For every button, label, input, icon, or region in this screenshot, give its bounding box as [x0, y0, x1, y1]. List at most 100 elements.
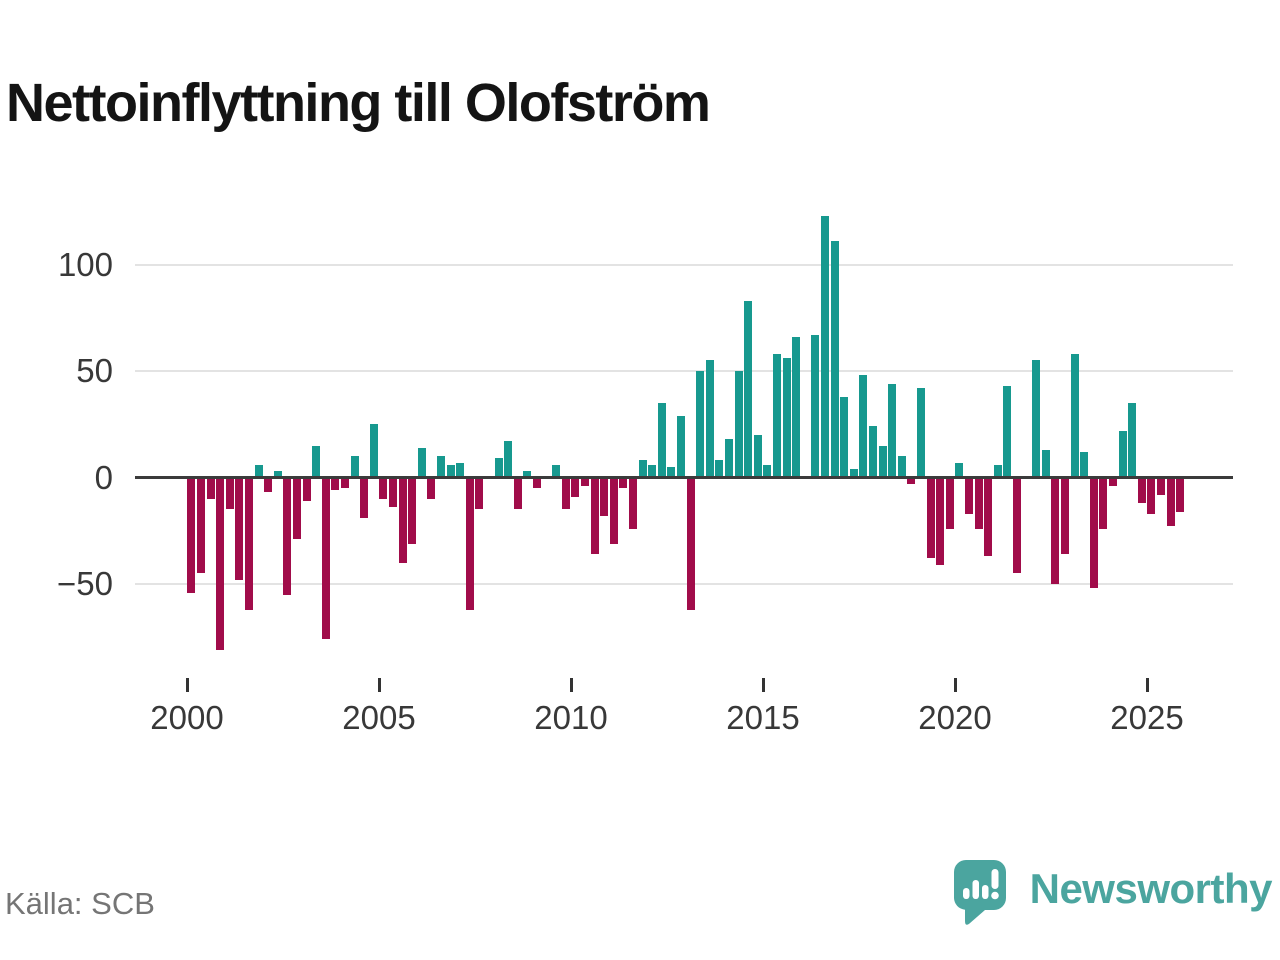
- source-caption: Källa: SCB: [5, 886, 155, 921]
- bar-2012-q2: [657, 402, 666, 478]
- bar-2024-q2: [1118, 430, 1127, 478]
- bar-2002-q3: [283, 477, 292, 595]
- bar-2010-q1: [571, 477, 580, 497]
- bar-2020-q2: [964, 477, 973, 514]
- bar-2014-q2: [734, 371, 743, 478]
- speech-bubble-shape: [953, 860, 1006, 925]
- bar-2008-q2: [504, 441, 513, 478]
- bar-2017-q4: [868, 426, 877, 478]
- bar-glyph-3: [981, 885, 989, 899]
- bar-2006-q3: [436, 456, 445, 478]
- bar-2005-q1: [379, 477, 388, 499]
- newsworthy-logo-icon: [953, 860, 1008, 933]
- bar-2009-q3: [552, 464, 561, 478]
- x-axis-label: 2000: [150, 699, 224, 736]
- x-axis-tick: [761, 678, 765, 692]
- bar-2019-q2: [926, 477, 935, 559]
- gridline: [135, 263, 1233, 266]
- x-axis-label: 2010: [534, 699, 608, 736]
- bar-2016-q4: [830, 241, 839, 478]
- y-axis-label: 100: [57, 245, 113, 283]
- bar-2014-q3: [744, 300, 753, 478]
- y-axis-label: 0: [94, 458, 113, 496]
- bar-2022-q3: [1051, 477, 1060, 584]
- bar-2020-q1: [955, 462, 964, 478]
- bar-2018-q4: [907, 477, 916, 484]
- bar-2019-q4: [945, 477, 954, 529]
- bar-2005-q2: [388, 477, 397, 508]
- bar-2013-q3: [705, 360, 714, 478]
- bar-2016-q2: [811, 334, 820, 478]
- bar-2022-q4: [1060, 477, 1069, 555]
- bar-2017-q2: [849, 468, 858, 478]
- x-axis-label: 2015: [726, 699, 800, 736]
- bar-2024-q3: [1128, 402, 1137, 478]
- bar-2017-q3: [859, 375, 868, 478]
- bar-glyph-1: [962, 888, 970, 899]
- bar-2011-q1: [609, 477, 618, 544]
- bar-2015-q4: [792, 336, 801, 478]
- bar-2001-q4: [254, 464, 263, 478]
- bar-2001-q2: [235, 477, 244, 580]
- bar-2010-q4: [600, 477, 609, 516]
- bar-2007-q2: [465, 477, 474, 610]
- x-axis-tick: [569, 678, 573, 692]
- bar-2020-q3: [974, 477, 983, 529]
- bar-2024-q4: [1137, 477, 1146, 504]
- y-axis-label: −50: [57, 565, 113, 602]
- bar-2006-q4: [446, 464, 455, 478]
- bar-2011-q3: [628, 477, 637, 529]
- bar-2004-q3: [360, 477, 369, 518]
- bar-2014-q4: [753, 434, 762, 478]
- bar-2004-q2: [350, 456, 359, 478]
- bar-2025-q4: [1176, 477, 1185, 512]
- bar-2007-q3: [475, 477, 484, 510]
- bar-glyph-2: [972, 880, 979, 899]
- exclamation-dot-glyph: [990, 891, 999, 900]
- bar-2022-q1: [1032, 360, 1041, 478]
- bar-2003-q4: [331, 477, 340, 491]
- bar-2009-q4: [561, 477, 570, 510]
- bar-2004-q4: [369, 424, 378, 478]
- exclamation-bar-glyph: [991, 869, 999, 889]
- bar-2012-q4: [676, 415, 685, 478]
- x-axis-tick: [953, 678, 957, 692]
- bar-2007-q1: [456, 462, 465, 478]
- bar-2013-q2: [696, 371, 705, 478]
- bar-2023-q1: [1070, 353, 1079, 478]
- x-axis-label: 2025: [1110, 699, 1184, 736]
- bar-2011-q4: [638, 460, 647, 478]
- gridline: [135, 370, 1233, 372]
- bar-2004-q1: [340, 477, 349, 489]
- bar-2010-q2: [580, 477, 589, 487]
- gridline: [135, 583, 1233, 585]
- bar-2001-q3: [244, 477, 253, 610]
- bar-2002-q2: [273, 471, 282, 478]
- bar-2020-q4: [984, 477, 993, 557]
- bar-2019-q1: [916, 388, 925, 478]
- bar-2025-q1: [1147, 477, 1156, 514]
- bar-2016-q3: [820, 215, 829, 478]
- x-axis-tick: [185, 678, 189, 692]
- bar-2005-q3: [398, 477, 407, 563]
- bar-2023-q4: [1099, 477, 1108, 529]
- bar-2014-q1: [724, 439, 733, 478]
- bar-2018-q3: [897, 456, 906, 478]
- bar-2008-q1: [494, 458, 503, 478]
- x-axis-line: [135, 476, 1233, 479]
- bar-2003-q2: [312, 445, 321, 478]
- x-axis-tick: [377, 678, 381, 692]
- bar-2013-q1: [686, 477, 695, 610]
- bar-2021-q3: [1012, 477, 1021, 574]
- bar-2021-q2: [1003, 385, 1012, 478]
- bar-2025-q2: [1156, 477, 1165, 495]
- bar-2006-q2: [427, 477, 436, 499]
- bar-2000-q4: [216, 477, 225, 651]
- x-axis-label: 2020: [918, 699, 992, 736]
- bar-2000-q1: [187, 477, 196, 593]
- bar-2012-q1: [648, 464, 657, 478]
- x-axis-label: 2005: [342, 699, 416, 736]
- bar-2009-q1: [532, 477, 541, 489]
- bar-2018-q2: [888, 383, 897, 478]
